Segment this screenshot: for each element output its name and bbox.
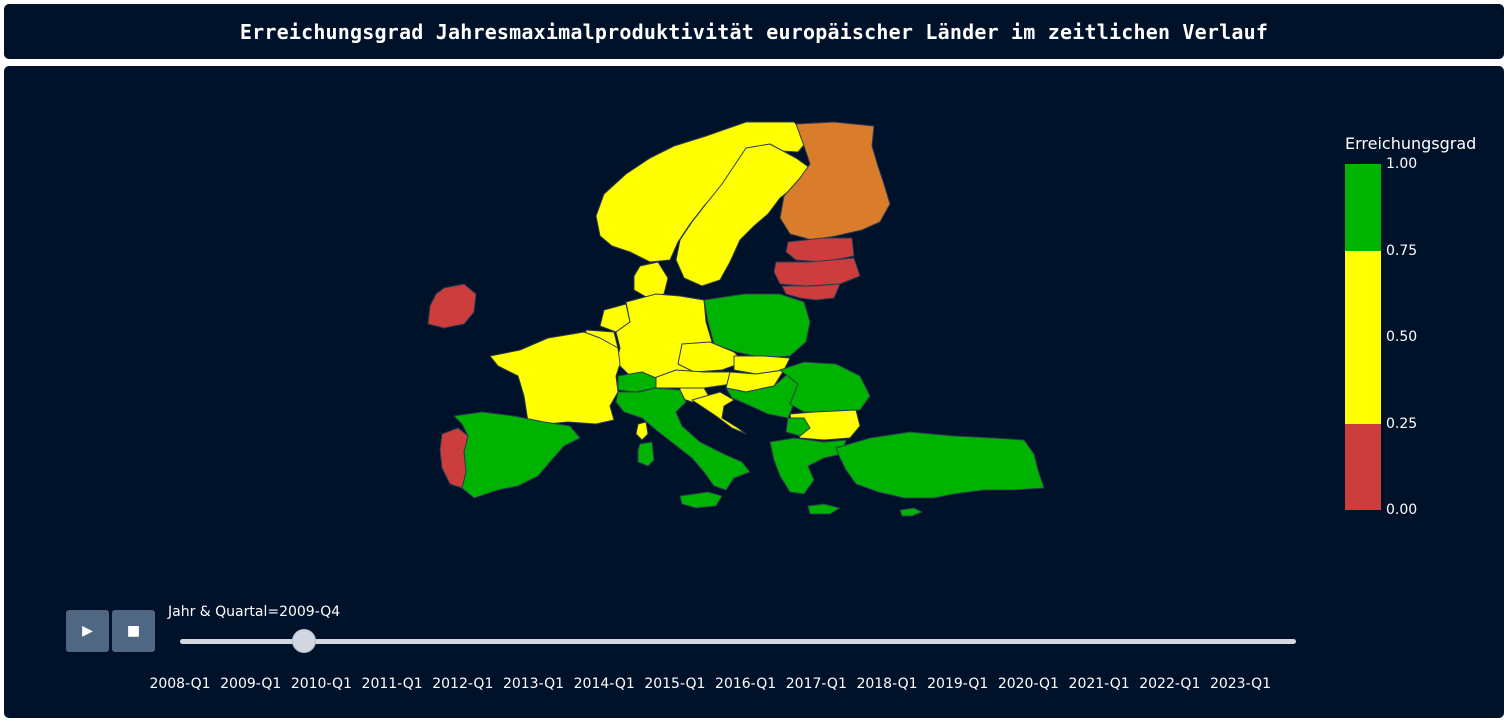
slider-track[interactable] [180,639,1296,644]
region-greece[interactable] [769,437,847,495]
legend-title: Erreichungsgrad [1345,134,1477,153]
title-bar: Erreichungsgrad Jahresmaximalproduktivit… [4,4,1504,59]
slider-tick-label[interactable]: 2022-Q1 [1139,676,1201,692]
legend-band [1345,423,1381,510]
region-france[interactable] [489,331,621,425]
region-cyprus[interactable] [899,507,923,517]
region-portugal[interactable] [439,427,469,489]
slider-tick-label[interactable]: 2008-Q1 [149,676,211,692]
region-estonia[interactable] [785,237,855,263]
slider-tick-label[interactable]: 2016-Q1 [715,676,777,692]
slider-tick-label[interactable]: 2015-Q1 [644,676,706,692]
region-ireland[interactable] [427,283,477,329]
slider-tick-label[interactable]: 2023-Q1 [1209,676,1272,692]
slider-tick-label[interactable]: 2013-Q1 [502,676,565,692]
region-sardinia[interactable] [637,441,655,467]
region-finland[interactable] [779,121,891,241]
slider-tick-label[interactable]: 2019-Q1 [927,676,989,692]
legend-tick-label: 0.00 [1386,502,1418,518]
europe-map[interactable] [4,66,1504,718]
slider-tick-label[interactable]: 2017-Q1 [785,676,847,692]
legend-band [1345,337,1381,424]
region-corsica[interactable] [635,421,649,441]
region-spain[interactable] [453,411,581,499]
slider-current-label: Jahr & Quartal=2009-Q4 [168,604,341,620]
region-romania[interactable] [779,361,871,413]
chart-panel: Erreichungsgrad 1.00 0.75 0.50 0.25 0.00 ▶ ■… [4,66,1504,718]
region-north-macedonia[interactable] [785,417,811,437]
slider-tick-label[interactable]: 2012-Q1 [432,676,494,692]
legend-tick-label: 0.50 [1386,329,1418,345]
legend-band [1345,164,1381,251]
slider-tick-label[interactable]: 2018-Q1 [856,676,918,692]
legend-tick-label: 0.25 [1386,415,1418,432]
slider-tick-label[interactable]: 2010-Q1 [290,676,352,692]
stop-icon: ■ [126,623,141,639]
region-crete[interactable] [807,503,841,515]
slider-thumb[interactable] [291,629,316,653]
region-poland[interactable] [703,293,811,359]
legend-band [1345,250,1381,337]
region-croatia[interactable] [691,391,747,435]
slider-tick-label[interactable]: 2014-Q1 [573,676,635,692]
page-title: Erreichungsgrad Jahresmaximalproduktivit… [239,19,1269,44]
slider-tick-label[interactable]: 2021-Q1 [1068,676,1130,692]
region-turkey[interactable] [835,431,1045,499]
play-button[interactable]: ▶ [66,610,109,652]
region-denmark[interactable] [633,261,669,299]
slider-tick-label[interactable]: 2020-Q1 [997,676,1059,692]
legend-tick-label: 1.00 [1386,156,1418,172]
slider-tick-labels: 2008-Q1 2009-Q1 2010-Q1 2011-Q1 2012-Q1 2013-… [4,676,1504,696]
slider-tick-label[interactable]: 2011-Q1 [361,676,423,692]
region-sicily[interactable] [679,491,723,509]
legend-tick-label: 0.75 [1386,242,1418,259]
region-lithuania[interactable] [781,283,841,301]
region-italy[interactable] [615,387,751,491]
stop-button[interactable]: ■ [112,610,155,652]
slider-tick-label[interactable]: 2009-Q1 [220,676,282,692]
region-czechia[interactable] [677,341,745,373]
legend-colorbar [1345,164,1381,510]
region-latvia[interactable] [773,257,861,287]
play-icon: ▶ [82,623,93,639]
